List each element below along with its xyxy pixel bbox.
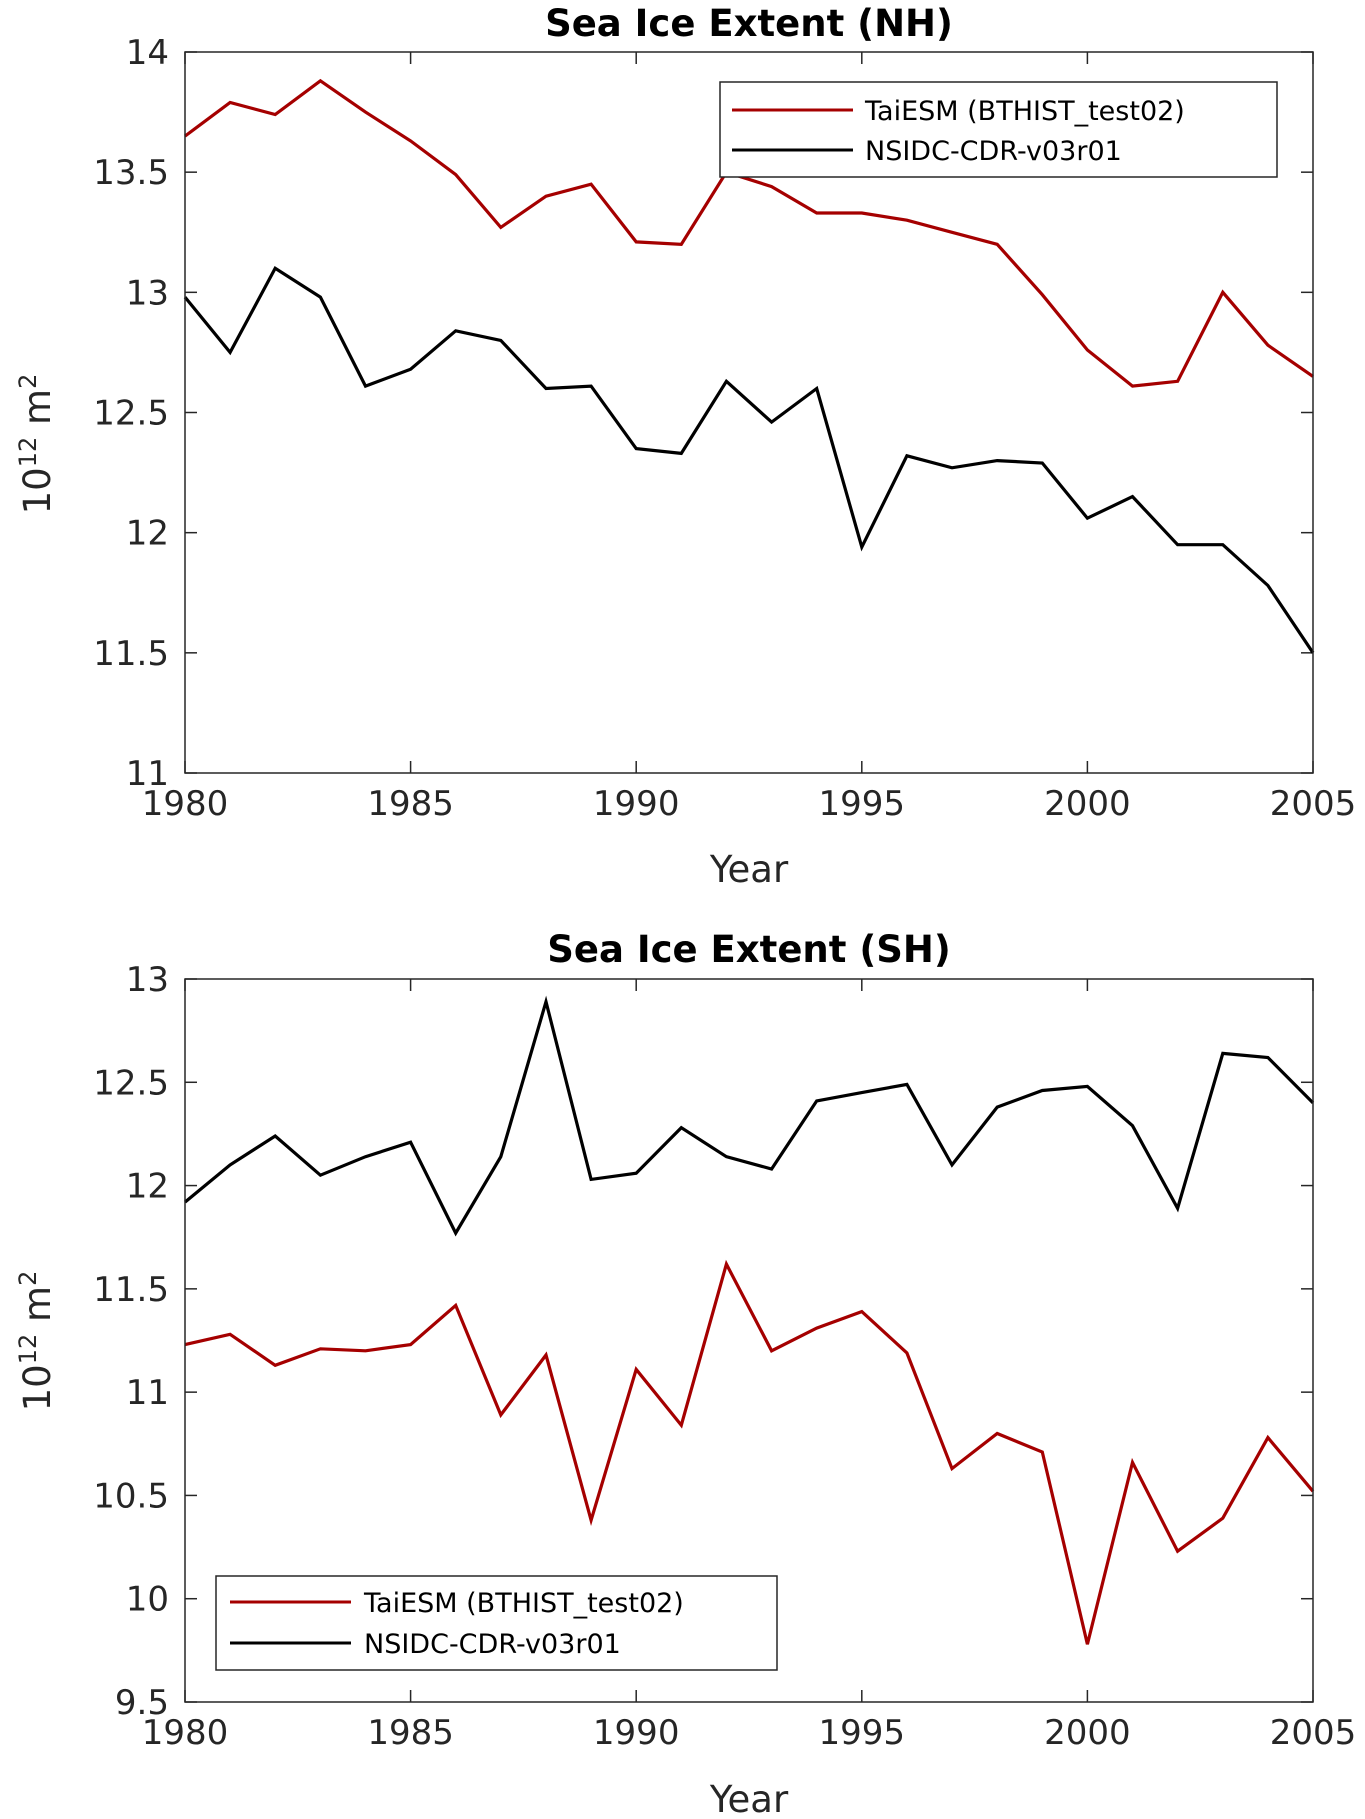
series-group xyxy=(183,78,1315,654)
legend-label-taiesm: TaiESM (BTHIST_test02) xyxy=(363,1588,684,1619)
x-tick-label: 1985 xyxy=(367,784,454,824)
plot-frame xyxy=(184,978,1314,1703)
y-tick-label: 12 xyxy=(126,1167,169,1207)
legend-box xyxy=(719,81,1278,178)
svg-text:1012 m2: 1012 m2 xyxy=(14,374,59,515)
legend: TaiESM (BTHIST_test02) NSIDC-CDR-v03r01 xyxy=(215,1575,778,1671)
y-tick-label: 10 xyxy=(126,1580,169,1620)
y-tick-label: 11.5 xyxy=(93,634,169,674)
y-tick-label: 12 xyxy=(126,514,169,554)
y-axis-label: 1012 m2 xyxy=(14,1271,59,1412)
legend-label-nsidc: NSIDC-CDR-v03r01 xyxy=(865,136,1122,167)
plot-frame xyxy=(184,51,1314,774)
legend: TaiESM (BTHIST_test02) NSIDC-CDR-v03r01 xyxy=(719,81,1278,178)
x-tick-label: 1990 xyxy=(593,784,680,824)
y-tick-label: 11 xyxy=(126,1373,169,1413)
legend-label-nsidc: NSIDC-CDR-v03r01 xyxy=(364,1629,621,1660)
series-line-nsidc xyxy=(183,995,1315,1237)
y-tick-label: 12.5 xyxy=(93,1063,169,1103)
x-tick-label: 1995 xyxy=(819,1713,906,1753)
series-group xyxy=(183,995,1315,1645)
x-tick-label: 2005 xyxy=(1270,1713,1357,1753)
chart-nh: Sea Ice Extent (NH) 1012 m2 Year 1980 198… xyxy=(14,2,1356,891)
y-tick-label: 13.5 xyxy=(93,153,169,193)
legend-box xyxy=(215,1575,778,1671)
x-tick-label: 1980 xyxy=(142,784,229,824)
x-tick-label: 1985 xyxy=(367,1713,454,1753)
y-axis-label: 1012 m2 xyxy=(14,374,59,515)
x-tick-label: 1980 xyxy=(142,1713,229,1753)
tick-group: 1980 1985 1990 1995 2000 2005 11 11.5 12 12.5 13 13… xyxy=(93,33,1356,824)
legend-label-taiesm: TaiESM (BTHIST_test02) xyxy=(864,96,1185,127)
y-tick-label: 9.5 xyxy=(115,1683,169,1723)
chart-title: Sea Ice Extent (NH) xyxy=(545,2,953,45)
series-line-nsidc xyxy=(183,266,1315,654)
chart-sh: Sea Ice Extent (SH) 1012 m2 Year 1980 198… xyxy=(14,928,1356,1819)
y-tick-label: 10.5 xyxy=(93,1476,169,1516)
x-tick-label: 1995 xyxy=(819,784,906,824)
y-tick-label: 12.5 xyxy=(93,394,169,434)
x-tick-label: 2000 xyxy=(1044,1713,1131,1753)
series-line-taiesm xyxy=(184,78,1314,388)
y-tick-label: 13 xyxy=(126,960,169,1000)
x-axis-label: Year xyxy=(709,1778,789,1819)
y-tick-label: 11 xyxy=(126,754,169,794)
x-tick-label: 2000 xyxy=(1044,784,1131,824)
x-tick-label: 2005 xyxy=(1270,784,1357,824)
series-line-taiesm xyxy=(184,1259,1315,1645)
svg-text:1012 m2: 1012 m2 xyxy=(14,1271,59,1412)
x-tick-label: 1990 xyxy=(593,1713,680,1753)
tick-group: 1980 1985 1990 1995 2000 2005 9.5 10 10.5 11 11.5 1… xyxy=(93,960,1356,1753)
x-axis-label: Year xyxy=(709,848,789,891)
y-tick-label: 14 xyxy=(126,33,169,73)
chart-title: Sea Ice Extent (SH) xyxy=(547,928,951,971)
y-tick-label: 13 xyxy=(126,273,169,313)
y-tick-label: 11.5 xyxy=(93,1270,169,1310)
